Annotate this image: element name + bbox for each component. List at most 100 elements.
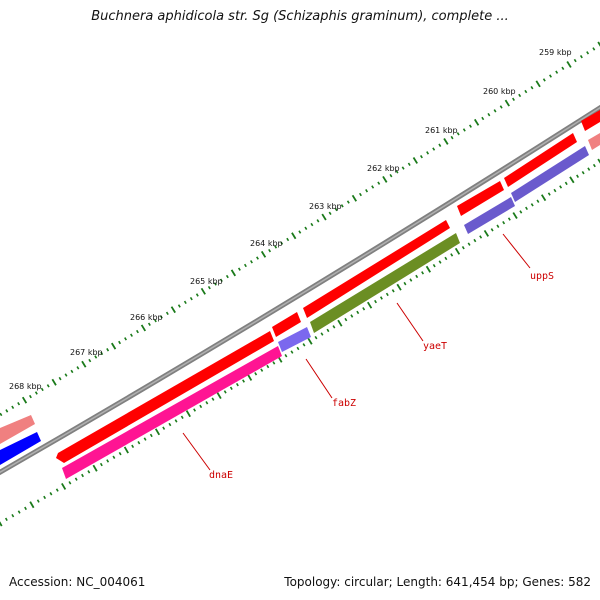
minor-tick [426, 151, 430, 155]
minor-tick [64, 373, 68, 377]
minor-tick [237, 267, 241, 271]
major-tick [291, 232, 297, 240]
major-tick [540, 194, 547, 202]
inner-tick-ring [0, 158, 600, 527]
major-tick [307, 337, 313, 345]
minor-tick [490, 228, 494, 232]
minor-tick [229, 386, 233, 390]
minor-tick [587, 167, 591, 171]
minor-tick [70, 369, 74, 374]
tick-label-268: 268 kbp [9, 382, 42, 391]
minor-tick [88, 358, 92, 363]
major-tick [443, 137, 449, 145]
minor-tick [147, 322, 151, 326]
major-tick [230, 269, 236, 277]
minor-tick [553, 188, 557, 193]
minor-tick [328, 211, 332, 216]
minor-tick [213, 282, 217, 286]
gene-dnae-bar[interactable] [62, 346, 282, 479]
cds-feature[interactable] [504, 133, 577, 187]
major-tick [0, 521, 3, 527]
tick-label-266: 266 kbp [130, 313, 163, 322]
gene-fabz-bar[interactable] [278, 327, 311, 352]
major-tick [29, 501, 35, 509]
minor-tick [444, 256, 448, 261]
minor-tick [581, 170, 585, 175]
minor-tick [332, 325, 336, 329]
minor-tick [272, 361, 276, 365]
cds-feature[interactable] [56, 331, 274, 463]
major-tick [382, 175, 388, 183]
major-tick [483, 229, 490, 237]
minor-tick [290, 350, 294, 354]
tick-label-261: 261 kbp [425, 126, 458, 135]
minor-tick [243, 263, 247, 268]
minor-tick [592, 47, 596, 51]
major-tick [535, 80, 541, 88]
gene-upps-bar[interactable] [464, 197, 515, 234]
cds-feature[interactable] [0, 432, 41, 465]
tick-label-260: 260 kbp [483, 87, 516, 96]
minor-tick [576, 174, 580, 178]
minor-tick [131, 444, 135, 449]
colored-gene-track [0, 133, 600, 479]
major-tick [337, 319, 343, 327]
minor-tick [112, 455, 116, 459]
minor-tick [456, 132, 460, 136]
tick-label-265: 265 kbp [190, 277, 223, 286]
minor-tick [286, 237, 290, 242]
minor-tick [100, 351, 104, 356]
cds-feature[interactable] [272, 312, 301, 337]
minor-tick [219, 278, 223, 282]
minor-tick [374, 299, 377, 304]
minor-tick [43, 495, 47, 500]
minor-tick [479, 235, 483, 239]
major-tick [21, 396, 28, 404]
minor-tick [254, 372, 258, 376]
major-tick [351, 194, 358, 202]
minor-tick [502, 220, 506, 225]
cds-feature[interactable] [0, 415, 35, 444]
minor-tick [177, 304, 181, 308]
minor-tick [334, 207, 338, 212]
cds-feature[interactable] [511, 146, 589, 202]
minor-tick [242, 379, 245, 383]
minor-tick [118, 451, 122, 456]
minor-tick [40, 387, 44, 392]
gene-yaet-bar[interactable] [310, 233, 460, 333]
major-tick [367, 301, 373, 309]
minor-tick [512, 97, 515, 101]
forward-cds-track [0, 110, 600, 463]
minor-tick [316, 219, 320, 223]
major-tick [61, 482, 67, 490]
map-title: Buchnera aphidicola str. Sg (Schizaphis … [91, 9, 509, 24]
minor-tick [409, 278, 413, 282]
minor-tick [395, 170, 399, 174]
minor-tick [561, 66, 565, 71]
minor-tick [371, 185, 375, 189]
minor-tick [266, 364, 270, 369]
minor-tick [379, 296, 383, 300]
major-tick [504, 99, 510, 107]
cds-feature[interactable] [581, 110, 600, 131]
minor-tick [467, 242, 471, 246]
minor-tick [432, 147, 436, 151]
minor-tick [205, 401, 209, 405]
minor-tick [518, 93, 522, 98]
minor-tick [401, 166, 405, 170]
minor-tick [87, 470, 91, 474]
minor-tick [314, 335, 318, 340]
major-tick [597, 158, 600, 164]
minor-tick [365, 189, 369, 193]
minor-tick [55, 488, 59, 492]
cds-feature[interactable] [588, 133, 600, 150]
cds-feature[interactable] [303, 220, 450, 318]
major-tick [260, 250, 267, 258]
minor-tick [4, 517, 8, 522]
major-tick [51, 378, 57, 386]
minor-tick [153, 318, 157, 323]
minor-tick [385, 292, 389, 297]
outer-tick-ring [0, 41, 600, 417]
minor-tick [189, 296, 193, 301]
cds-feature[interactable] [457, 181, 504, 216]
